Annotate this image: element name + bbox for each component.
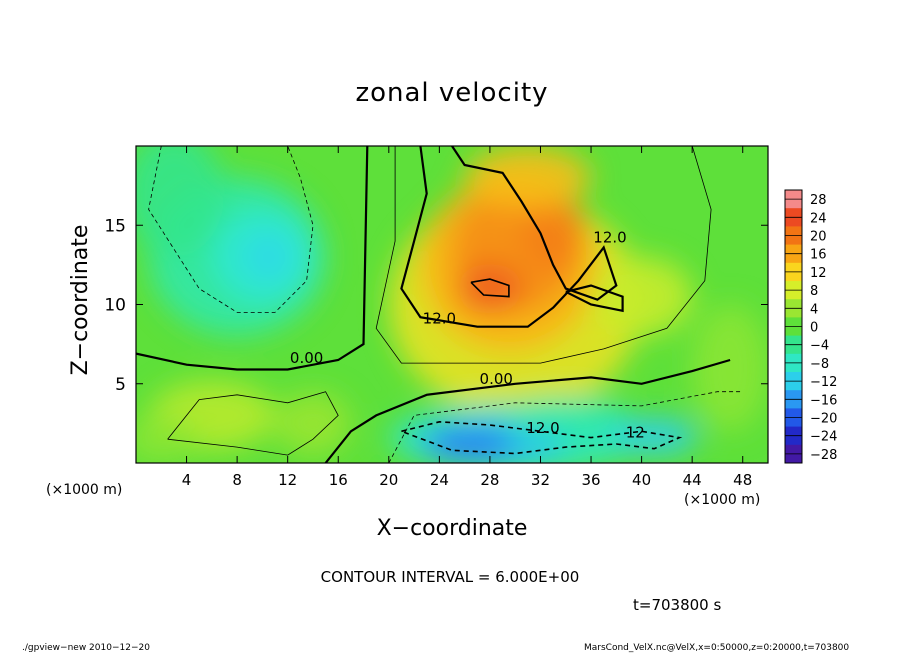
contour-label: 0.00 bbox=[290, 349, 323, 367]
x-tick-label: 40 bbox=[632, 471, 651, 489]
footer-program: ./gpview−new 2010−12−20 bbox=[22, 643, 150, 653]
contour-line bbox=[324, 358, 731, 463]
x-tick-label: 24 bbox=[430, 471, 449, 489]
contour-line bbox=[565, 284, 624, 313]
footer-source: MarsCond_VelX.nc@VelX,x=0:50000,z=0:2000… bbox=[584, 643, 850, 653]
contour-line bbox=[148, 146, 314, 313]
y-tick-label: 5 bbox=[115, 375, 126, 395]
x-tick-label: 32 bbox=[531, 471, 550, 489]
x-tick-label: 48 bbox=[733, 471, 752, 489]
colorbar-tick-label: −28 bbox=[810, 448, 837, 463]
contour-labels: 0.00 0.00 12.0 12.0 12.0 12 bbox=[290, 229, 645, 442]
contour-line bbox=[401, 420, 683, 455]
colorbar-tick-label: −16 bbox=[810, 393, 837, 408]
y-axis-unit: (×1000 m) bbox=[46, 482, 123, 498]
colorbar-tick-label: −4 bbox=[810, 339, 829, 354]
contour-label: 12 bbox=[626, 424, 645, 442]
value-region bbox=[521, 193, 585, 273]
value-region bbox=[502, 396, 629, 435]
value-region bbox=[457, 263, 523, 315]
value-region bbox=[243, 231, 294, 283]
contour-line bbox=[400, 146, 618, 328]
colorbar-tick-label: 0 bbox=[810, 321, 818, 336]
x-tick-label: 4 bbox=[182, 471, 192, 489]
contour-line bbox=[470, 278, 510, 298]
x-axis-label: X−coordinate bbox=[376, 516, 528, 541]
x-tick-label: 16 bbox=[329, 471, 348, 489]
y-axis: 5 10 15 bbox=[104, 216, 768, 395]
x-axis-unit: (×1000 m) bbox=[684, 492, 761, 508]
colorbar-tick-label: 12 bbox=[810, 266, 827, 281]
value-region bbox=[136, 146, 225, 257]
chart-title: zonal velocity bbox=[355, 78, 549, 108]
x-axis: 4 8 12 16 20 24 28 32 36 40 44 48 bbox=[182, 146, 752, 489]
value-region bbox=[426, 428, 516, 460]
x-tick-label: 8 bbox=[232, 471, 242, 489]
colorbar-tick-label: −24 bbox=[810, 430, 837, 445]
y-tick-label: 15 bbox=[104, 216, 126, 236]
value-region bbox=[275, 391, 351, 456]
colorbar-tick-label: −20 bbox=[810, 412, 837, 427]
time-stamp: t=703800 s bbox=[633, 596, 722, 614]
value-region bbox=[692, 304, 768, 432]
x-tick-label: 20 bbox=[379, 471, 398, 489]
colorbar-tick-label: 24 bbox=[810, 211, 827, 226]
x-tick-label: 12 bbox=[278, 471, 297, 489]
plot-area: 0.00 0.00 12.0 12.0 12.0 12 bbox=[135, 145, 769, 464]
y-tick-label: 10 bbox=[104, 296, 126, 316]
x-tick-label: 44 bbox=[683, 471, 702, 489]
colorbar-tick-label: 20 bbox=[810, 230, 827, 245]
colorbar-tick-label: 8 bbox=[810, 284, 818, 299]
value-region bbox=[591, 256, 693, 337]
contour-lines bbox=[136, 146, 743, 463]
value-region bbox=[464, 146, 592, 210]
contour-label: 12.0 bbox=[423, 310, 456, 328]
contour-line bbox=[136, 146, 369, 371]
colorbar-tick-label: 28 bbox=[810, 193, 827, 208]
contour-interval: CONTOUR INTERVAL = 6.000E+00 bbox=[320, 568, 580, 586]
colorbar-tick-label: −12 bbox=[810, 375, 837, 390]
contour-line bbox=[388, 391, 743, 463]
value-region bbox=[136, 415, 200, 463]
colorbar-tick-label: −8 bbox=[810, 357, 829, 372]
x-tick-label: 36 bbox=[581, 471, 600, 489]
value-region bbox=[610, 417, 699, 456]
colorbar-tick-label: 4 bbox=[810, 302, 818, 317]
contour-line bbox=[167, 391, 339, 456]
colorbar: 28 24 20 16 12 8 4 0 −4 −8 −12 −16 −20 −24 −28 bbox=[784, 189, 837, 464]
contour-label: 12.0 bbox=[593, 229, 626, 247]
contour-line bbox=[375, 146, 712, 364]
value-field bbox=[136, 146, 768, 463]
contour-label: 0.00 bbox=[480, 370, 513, 388]
y-axis-label: Z−coordinate bbox=[68, 224, 93, 376]
colorbar-tick-label: 16 bbox=[810, 248, 827, 263]
x-tick-label: 28 bbox=[480, 471, 499, 489]
contour-label: 12.0 bbox=[526, 419, 559, 437]
